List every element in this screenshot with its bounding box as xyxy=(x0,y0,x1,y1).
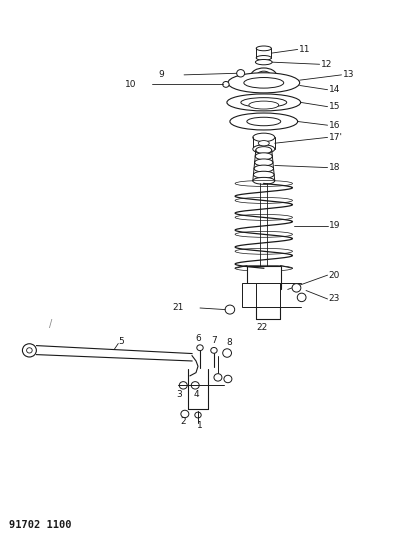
Bar xyxy=(256,282,280,307)
Ellipse shape xyxy=(237,70,245,77)
Text: 1: 1 xyxy=(197,421,202,430)
Ellipse shape xyxy=(253,133,275,142)
Ellipse shape xyxy=(22,344,36,357)
Ellipse shape xyxy=(228,72,300,93)
Ellipse shape xyxy=(258,141,269,146)
Ellipse shape xyxy=(191,382,199,389)
Ellipse shape xyxy=(256,147,272,154)
Text: 6: 6 xyxy=(195,334,201,343)
Ellipse shape xyxy=(214,374,222,381)
Text: 13: 13 xyxy=(343,70,354,79)
Ellipse shape xyxy=(255,153,272,160)
Bar xyxy=(247,265,280,289)
Ellipse shape xyxy=(254,165,274,172)
Text: 19: 19 xyxy=(329,221,340,230)
Ellipse shape xyxy=(249,101,279,109)
Ellipse shape xyxy=(181,410,189,418)
Text: 20: 20 xyxy=(329,271,340,280)
Text: 15: 15 xyxy=(329,102,340,111)
Text: /: / xyxy=(48,319,52,328)
Ellipse shape xyxy=(230,113,298,130)
Ellipse shape xyxy=(257,71,271,80)
Ellipse shape xyxy=(227,94,301,111)
Text: 22: 22 xyxy=(257,322,268,332)
Text: 23: 23 xyxy=(329,295,340,303)
Text: 12: 12 xyxy=(321,60,332,69)
Ellipse shape xyxy=(297,293,306,302)
Ellipse shape xyxy=(195,412,201,418)
Text: 18: 18 xyxy=(329,163,340,172)
Text: 9: 9 xyxy=(158,70,164,79)
Text: 91702 1100: 91702 1100 xyxy=(9,520,71,530)
Text: 10: 10 xyxy=(125,80,136,89)
Ellipse shape xyxy=(292,284,301,292)
Ellipse shape xyxy=(223,82,229,87)
Ellipse shape xyxy=(211,348,217,353)
Ellipse shape xyxy=(241,98,287,107)
Ellipse shape xyxy=(223,349,232,357)
Ellipse shape xyxy=(225,305,235,314)
Ellipse shape xyxy=(254,171,274,178)
Text: 4: 4 xyxy=(194,390,200,399)
Ellipse shape xyxy=(197,345,203,351)
Ellipse shape xyxy=(27,348,32,353)
Ellipse shape xyxy=(224,375,232,383)
Ellipse shape xyxy=(256,55,271,60)
Ellipse shape xyxy=(253,177,275,184)
Ellipse shape xyxy=(253,145,275,154)
Text: 8: 8 xyxy=(226,338,232,347)
Ellipse shape xyxy=(256,60,272,65)
Ellipse shape xyxy=(251,68,277,84)
Text: 2: 2 xyxy=(180,417,186,426)
Ellipse shape xyxy=(255,159,273,166)
Ellipse shape xyxy=(179,382,187,389)
Text: 5: 5 xyxy=(118,337,124,346)
Ellipse shape xyxy=(244,77,284,88)
Text: 17': 17' xyxy=(329,133,343,142)
Ellipse shape xyxy=(256,46,271,51)
Text: 14: 14 xyxy=(329,85,340,94)
Text: 7: 7 xyxy=(211,336,217,345)
Text: 11: 11 xyxy=(299,45,310,54)
Ellipse shape xyxy=(247,117,281,126)
Text: 21: 21 xyxy=(172,303,183,312)
Bar xyxy=(242,282,260,307)
Text: 3: 3 xyxy=(176,390,182,399)
Text: 16: 16 xyxy=(329,120,340,130)
